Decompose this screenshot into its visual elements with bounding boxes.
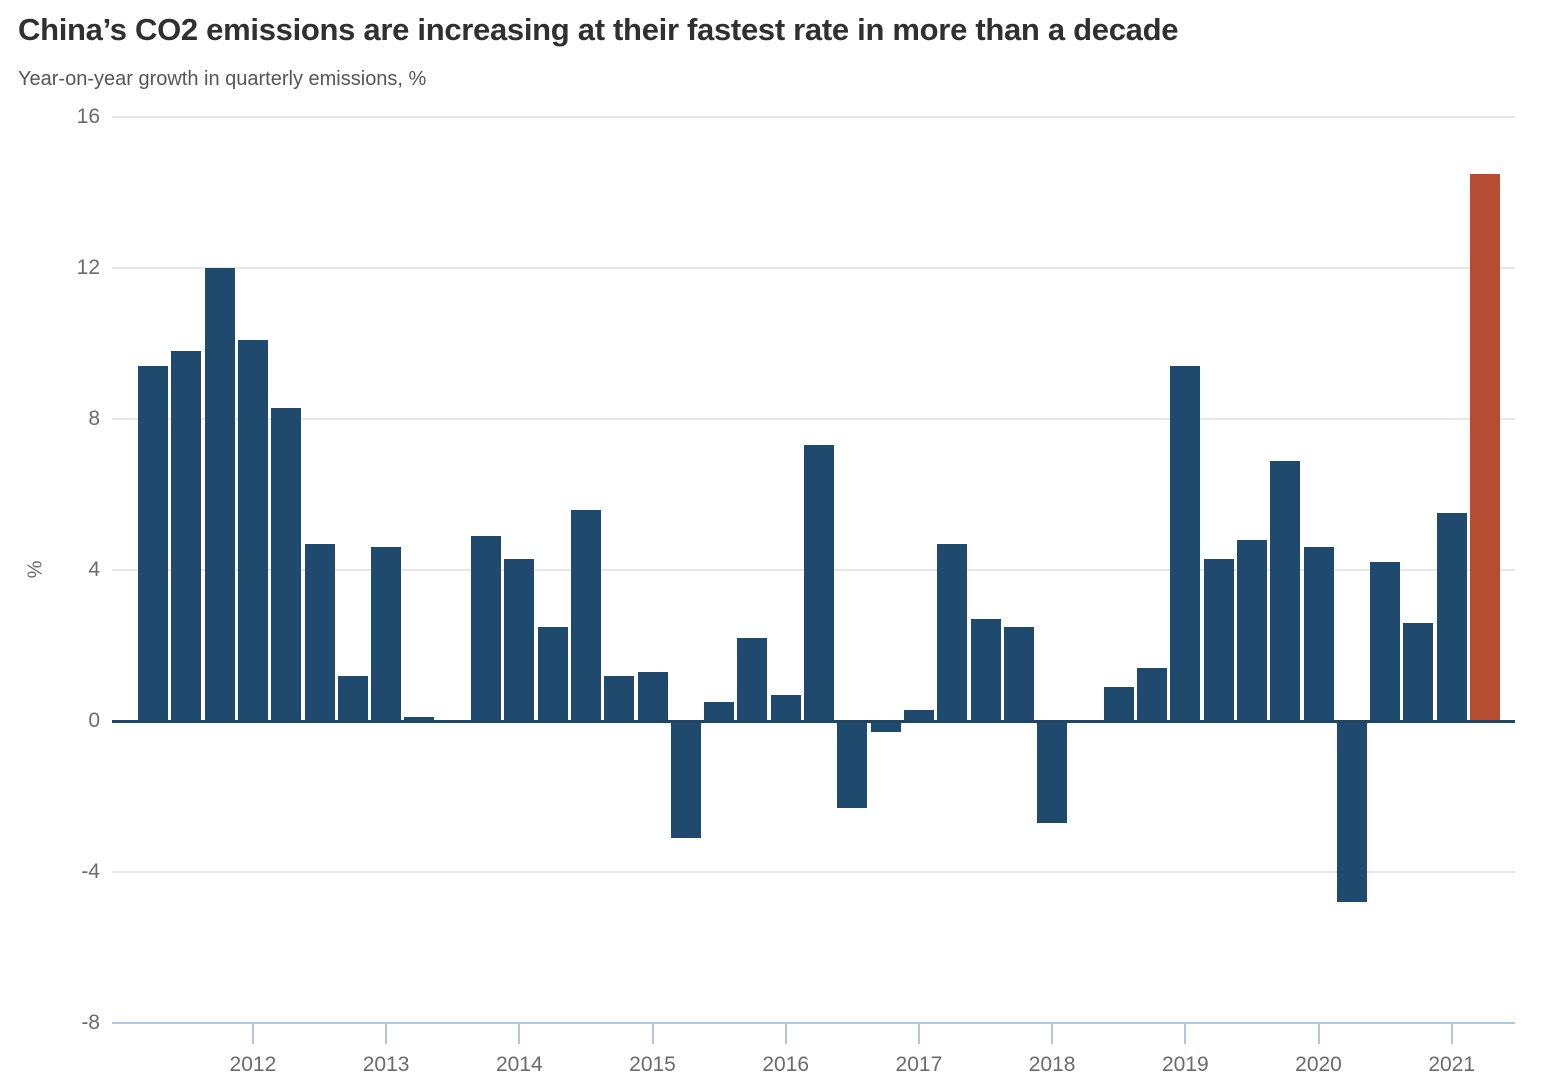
x-tick-label: 2021 — [1428, 1053, 1476, 1076]
bar — [1236, 539, 1267, 721]
x-tick-label: 2016 — [762, 1053, 810, 1076]
bar — [604, 675, 635, 721]
bar — [471, 536, 501, 721]
bar — [1137, 668, 1167, 721]
bar — [1370, 562, 1401, 721]
x-tick-mark — [784, 1024, 787, 1044]
x-tick-mark — [1317, 1024, 1320, 1044]
y-tick-label: -8 — [81, 1011, 100, 1034]
bar — [804, 445, 834, 721]
chart-title: China’s CO2 emissions are increasing at … — [18, 12, 1179, 47]
bar-highlighted — [1470, 173, 1500, 721]
x-tick-mark — [1051, 1024, 1054, 1044]
bar — [570, 509, 601, 721]
bar — [870, 721, 901, 733]
bar — [337, 675, 368, 721]
y-gridline — [112, 116, 1515, 118]
x-tick-label: 2017 — [895, 1053, 943, 1076]
bar — [204, 268, 235, 721]
bar — [537, 626, 568, 721]
bar — [970, 619, 1001, 721]
x-tick-label: 2020 — [1295, 1053, 1342, 1076]
x-tick-label: 2012 — [229, 1053, 277, 1076]
bar — [1303, 547, 1334, 721]
bar — [937, 543, 968, 721]
x-axis-line — [112, 1022, 1515, 1024]
x-tick-mark — [251, 1024, 254, 1044]
x-tick-mark — [1184, 1024, 1187, 1044]
chart-subtitle: Year-on-year growth in quarterly emissio… — [18, 68, 427, 90]
bar — [171, 351, 202, 721]
y-tick-label: 16 — [76, 105, 100, 128]
x-tick-label: 2014 — [495, 1053, 543, 1076]
bar — [637, 671, 668, 721]
bar — [271, 407, 302, 721]
bar — [670, 721, 701, 839]
bar — [737, 637, 768, 721]
x-tick-mark — [518, 1024, 521, 1044]
bar — [304, 543, 335, 721]
y-tick-label: 8 — [88, 407, 100, 430]
x-tick-mark — [651, 1024, 654, 1044]
bar — [1170, 366, 1201, 721]
x-tick-label: 2019 — [1161, 1053, 1209, 1076]
x-tick-mark — [917, 1024, 920, 1044]
y-tick-label: 4 — [88, 558, 100, 581]
x-tick-mark — [1450, 1024, 1453, 1044]
bar — [770, 694, 801, 721]
bar — [704, 702, 735, 721]
bar — [1203, 558, 1234, 721]
y-tick-label: 12 — [76, 256, 100, 279]
y-tick-label: -4 — [81, 860, 100, 883]
bar — [903, 709, 934, 721]
bar — [138, 366, 168, 721]
bar — [237, 339, 268, 721]
bar — [1336, 721, 1367, 903]
bar — [504, 558, 535, 721]
y-gridline — [112, 267, 1515, 269]
x-tick-label: 2015 — [629, 1053, 676, 1076]
y-gridline — [112, 418, 1515, 420]
x-tick-label: 2013 — [362, 1053, 410, 1076]
bar — [1003, 626, 1034, 721]
bar — [1270, 460, 1301, 721]
zero-baseline — [112, 719, 1515, 723]
x-tick-mark — [385, 1024, 388, 1044]
bar — [1403, 622, 1434, 721]
bar — [837, 721, 868, 808]
x-tick-label: 2018 — [1028, 1053, 1076, 1076]
y-gridline — [112, 871, 1515, 873]
bar — [371, 547, 402, 721]
bar — [1436, 513, 1467, 721]
bar — [1037, 721, 1068, 823]
y-tick-label: 0 — [88, 709, 100, 732]
bar — [404, 717, 435, 721]
bar — [1103, 687, 1134, 721]
